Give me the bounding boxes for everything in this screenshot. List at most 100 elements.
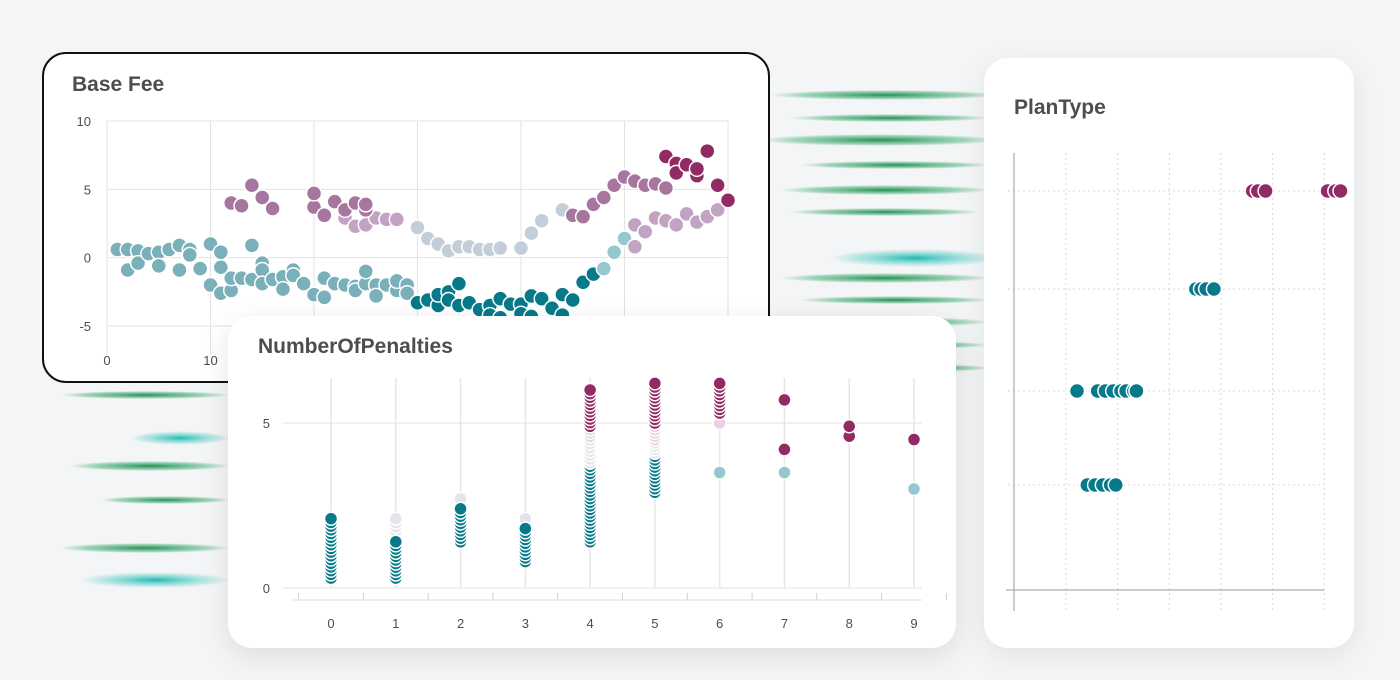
penalties-x-tick-label: 1 — [392, 616, 399, 631]
base-fee-data-point — [129, 254, 147, 272]
plan-type-scatter-plot — [1006, 153, 1349, 611]
penalties-x-tick-label: 5 — [651, 616, 658, 631]
base-fee-data-point — [657, 179, 675, 197]
base-fee-data-point — [243, 176, 261, 194]
penalties-x-tick-label: 4 — [586, 616, 593, 631]
background-streak-16 — [60, 543, 230, 553]
base-fee-data-point — [367, 287, 385, 305]
plan-type-data-point — [1128, 382, 1145, 400]
background-streak-1 — [790, 114, 990, 122]
penalties-data-point — [647, 376, 663, 391]
base-fee-data-point — [709, 201, 726, 219]
base-fee-data-point — [636, 223, 654, 240]
penalties-data-point — [906, 481, 922, 497]
background-streak-14 — [70, 461, 230, 471]
background-streak-8 — [800, 296, 990, 304]
base-fee-data-point — [492, 239, 509, 257]
base-fee-data-point — [688, 160, 706, 178]
base-fee-data-point — [150, 257, 167, 275]
penalties-data-point — [388, 534, 404, 550]
penalties-data-point — [582, 382, 598, 398]
base-fee-data-point — [305, 185, 323, 202]
base-fee-title: Base Fee — [72, 73, 165, 96]
base-fee-data-point — [595, 189, 613, 206]
base-fee-data-point — [233, 197, 250, 214]
penalties-x-tick-label: 2 — [457, 616, 464, 631]
background-streak-4 — [780, 185, 990, 195]
base-fee-data-point — [564, 291, 581, 309]
background-streak-3 — [800, 161, 990, 169]
penalties-data-point — [323, 511, 339, 526]
base-fee-data-point — [171, 261, 188, 279]
base-fee-y-tick-label: 0 — [84, 251, 91, 266]
base-fee-data-point — [533, 212, 550, 230]
base-fee-data-point — [512, 239, 530, 257]
base-fee-data-point — [295, 275, 312, 292]
base-fee-data-point — [409, 219, 426, 236]
penalties-x-tick-label: 6 — [716, 616, 723, 631]
base-fee-data-point — [264, 200, 281, 217]
base-fee-data-point — [181, 246, 199, 264]
number-of-penalties-chart-card: NumberOfPenalties 5 0 0 1 2 3 4 5 6 7 8 9 — [228, 316, 956, 648]
plan-type-title: PlanType — [1014, 96, 1106, 119]
base-fee-data-point — [523, 224, 540, 242]
background-streak-7 — [780, 273, 990, 283]
penalties-data-point — [712, 376, 727, 391]
base-fee-data-point — [274, 280, 292, 298]
base-fee-data-point — [605, 243, 623, 261]
plan-type-data-point — [1205, 280, 1223, 298]
base-fee-data-point — [316, 207, 333, 224]
penalties-data-point — [777, 442, 792, 457]
penalties-x-tick-label: 7 — [781, 616, 788, 631]
plan-type-data-point — [1107, 476, 1124, 494]
plan-type-chart-card: PlanType — [984, 58, 1354, 648]
background-streak-12 — [60, 391, 230, 399]
base-fee-data-point — [212, 258, 230, 276]
base-fee-data-point — [357, 196, 374, 213]
base-fee-x-tick-label: 0 — [103, 353, 110, 368]
base-fee-data-point — [595, 260, 613, 277]
background-streak-5 — [790, 208, 980, 216]
base-fee-data-point — [357, 263, 374, 280]
base-fee-data-point — [388, 211, 406, 228]
background-streak-15 — [100, 496, 230, 504]
penalties-data-point — [906, 432, 922, 447]
plan-type-data-point — [1332, 182, 1349, 200]
base-fee-data-point — [699, 142, 716, 160]
penalties-data-point — [777, 465, 792, 480]
background-streak-6 — [830, 249, 1000, 267]
base-fee-y-tick-label: -5 — [79, 319, 91, 334]
penalties-data-point — [841, 419, 857, 434]
penalties-y-tick-label: 0 — [263, 581, 270, 596]
base-fee-data-point — [398, 284, 416, 302]
base-fee-data-point — [533, 290, 550, 307]
base-fee-data-point — [709, 176, 726, 194]
base-fee-data-point — [719, 192, 737, 209]
penalties-data-point — [453, 501, 468, 517]
base-fee-x-tick-label: 10 — [203, 353, 217, 368]
penalties-y-tick-label: 5 — [263, 416, 270, 431]
base-fee-y-tick-label: 10 — [77, 114, 91, 129]
background-streak-13 — [130, 431, 230, 445]
base-fee-data-point — [316, 289, 333, 306]
penalties-data-point — [388, 511, 404, 526]
background-streak-0 — [770, 90, 1000, 100]
base-fee-data-point — [212, 243, 230, 261]
base-fee-data-point — [574, 208, 592, 225]
base-fee-y-tick-label: 5 — [84, 182, 91, 197]
background-streak-17 — [80, 572, 230, 588]
base-fee-scatter-plot: 10 5 0 -5 0 10 — [77, 114, 737, 368]
base-fee-data-point — [191, 260, 209, 277]
base-fee-data-point — [254, 189, 271, 206]
base-fee-data-point — [668, 216, 685, 234]
penalties-data-point — [712, 465, 727, 480]
number-of-penalties-scatter-plot: 5 0 0 1 2 3 4 5 6 7 8 9 — [263, 376, 947, 631]
base-fee-chart-card: Base Fee 10 5 0 -5 0 10 — [42, 52, 770, 383]
plan-type-data-point — [1257, 182, 1274, 200]
base-fee-data-point — [243, 237, 261, 254]
base-fee-data-point — [450, 275, 468, 292]
base-fee-data-point — [626, 238, 644, 255]
plan-type-data-point — [1068, 382, 1086, 400]
penalties-x-tick-label: 9 — [910, 616, 917, 631]
